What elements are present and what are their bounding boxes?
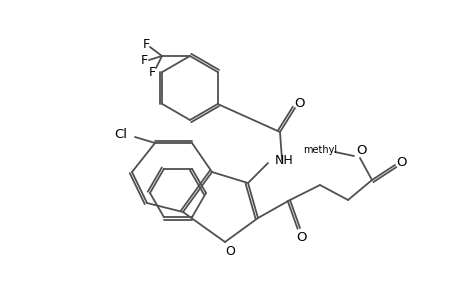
- Text: O: O: [356, 143, 366, 157]
- Text: O: O: [296, 232, 307, 244]
- Text: NH: NH: [274, 154, 293, 166]
- Text: F: F: [142, 38, 149, 50]
- Text: O: O: [224, 245, 235, 259]
- Text: O: O: [294, 97, 305, 110]
- Text: O: O: [396, 155, 406, 169]
- Text: F: F: [140, 53, 147, 67]
- Text: methyl: methyl: [302, 145, 336, 155]
- Text: Cl: Cl: [114, 128, 127, 142]
- Text: F: F: [148, 65, 155, 79]
